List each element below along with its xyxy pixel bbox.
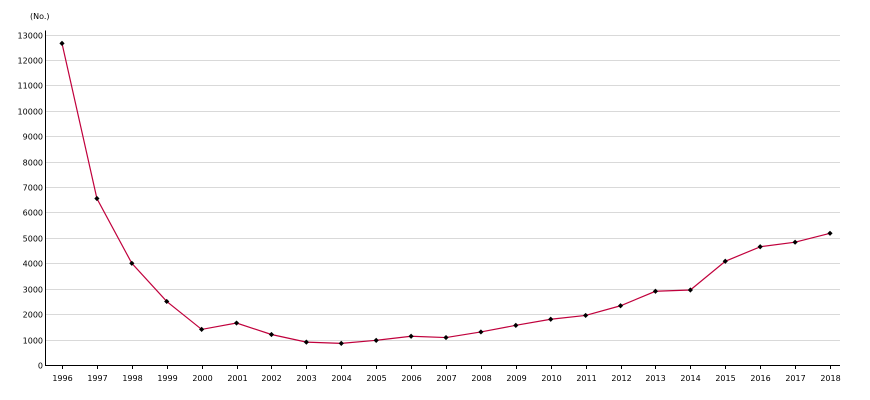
- data-point: [303, 339, 309, 345]
- y-tick-label: 7000: [23, 184, 43, 193]
- x-tick-label: 2005: [366, 374, 386, 383]
- data-point: [59, 40, 65, 46]
- data-point: [548, 316, 554, 322]
- x-tick-label: 2012: [611, 374, 631, 383]
- data-point: [233, 320, 240, 326]
- data-point: [478, 329, 484, 335]
- x-tick-label: 2002: [261, 374, 281, 383]
- x-tick-label: 2011: [576, 374, 596, 383]
- y-tick-label: 9000: [23, 133, 43, 142]
- data-point: [373, 337, 379, 343]
- data-point: [164, 298, 170, 305]
- data-point: [268, 331, 275, 338]
- y-tick-label: 12000: [18, 57, 43, 66]
- y-axis-unit-label: (No.): [30, 12, 50, 21]
- x-tick-label: 2014: [680, 374, 700, 383]
- x-tick-label: 2016: [750, 374, 770, 383]
- x-tick-label: 2000: [192, 374, 212, 383]
- series-line: [61, 43, 831, 344]
- x-tick-label: 1998: [122, 374, 142, 383]
- y-tick-label: 6000: [23, 209, 43, 218]
- data-point: [583, 312, 589, 319]
- y-tick-label: 11000: [18, 82, 43, 91]
- y-tick-label: 8000: [23, 159, 43, 168]
- y-tick-label: 10000: [18, 108, 43, 117]
- data-point: [443, 334, 449, 341]
- data-point: [199, 326, 205, 333]
- axes: [45, 30, 840, 369]
- x-tick-label: 2003: [296, 374, 316, 383]
- data-point: [338, 340, 344, 346]
- x-tick-label: 2018: [820, 374, 840, 383]
- data-point: [792, 239, 798, 245]
- x-tick-label: 2017: [785, 374, 805, 383]
- x-tick-label: 1997: [87, 374, 107, 383]
- y-tick-label: 1000: [23, 337, 43, 346]
- gridlines: [45, 35, 840, 341]
- x-tick-label: 1999: [157, 374, 177, 383]
- y-tick-label: 4000: [23, 260, 43, 269]
- y-tick-label: 0: [38, 362, 43, 371]
- data-point: [722, 258, 728, 264]
- data-point: [757, 244, 763, 250]
- data-point: [687, 287, 693, 293]
- data-point: [408, 333, 414, 339]
- data-point: [652, 288, 659, 294]
- data-point: [617, 303, 624, 309]
- x-tick-label: 2009: [506, 374, 526, 383]
- x-tick-label: 2015: [715, 374, 735, 383]
- y-tick-labels: 0 1000 2000 3000 4000 5000 6000 7000 8000 9000 100…: [18, 32, 43, 371]
- x-tick-label: 2004: [331, 374, 351, 383]
- data-point: [94, 195, 100, 202]
- series: [59, 40, 833, 346]
- data-point: [827, 230, 833, 236]
- x-tick-label: 2001: [227, 374, 247, 383]
- x-tick-label: 1996: [52, 374, 72, 383]
- data-point: [129, 260, 135, 266]
- y-tick-label: 5000: [23, 235, 43, 244]
- x-tick-label: 2006: [401, 374, 421, 383]
- x-tick-labels: 1996 1997 1998 1999 2000 2001 2002 2003 2004 2005…: [52, 374, 840, 383]
- data-point: [513, 322, 519, 328]
- x-tick-label: 2010: [541, 374, 561, 383]
- x-tick-label: 2013: [645, 374, 665, 383]
- x-tick-label: 2008: [471, 374, 491, 383]
- y-tick-label: 3000: [23, 286, 43, 295]
- x-tick-label: 2007: [436, 374, 456, 383]
- y-tick-label: 13000: [18, 32, 43, 41]
- y-tick-label: 2000: [23, 311, 43, 320]
